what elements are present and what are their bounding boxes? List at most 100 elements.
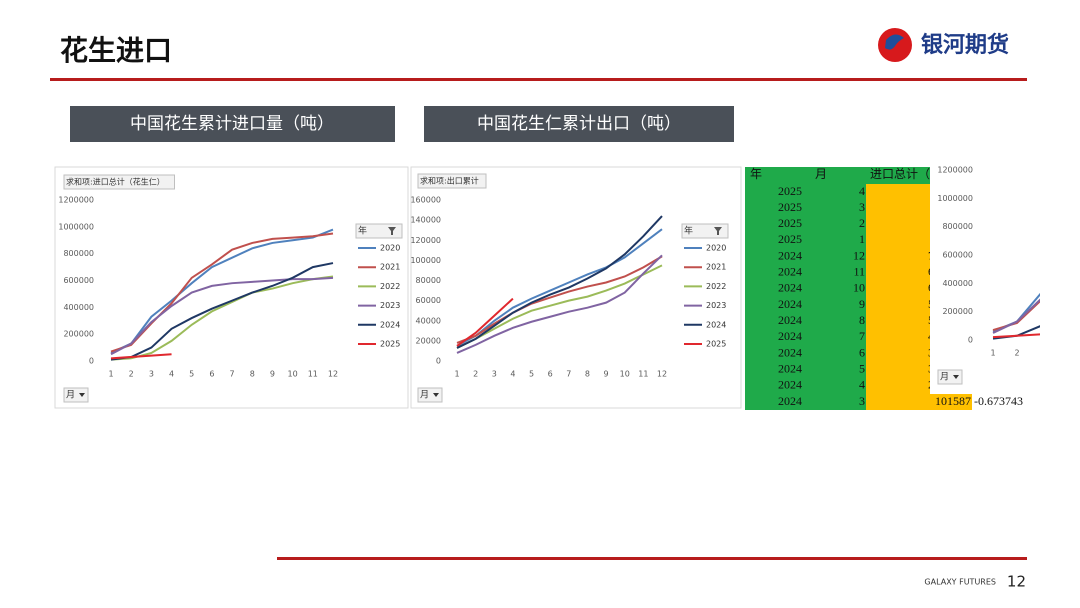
y-tick-label: 600000	[942, 251, 973, 260]
sheet-cell: 12	[853, 248, 865, 262]
legend-title: 年	[684, 225, 693, 237]
sheet-cell: 6	[928, 281, 934, 295]
field-label: 求和项:出口累计	[420, 176, 479, 186]
filter-button-label: 月	[940, 372, 949, 383]
x-tick-label: 12	[328, 370, 338, 379]
logo-swoosh	[885, 34, 904, 50]
panel-title: 中国花生仁累计出口（吨）	[477, 114, 681, 134]
sheet-cell: 7	[859, 329, 865, 343]
y-tick-label: 40000	[416, 316, 441, 325]
x-tick-label: 2	[1014, 349, 1019, 358]
header-rule	[50, 78, 1027, 81]
sheet-cell: 2024	[778, 345, 802, 359]
legend-label: 2020	[380, 244, 400, 253]
sheet-header: 月	[815, 167, 827, 181]
sheet-cell: 6	[859, 345, 865, 359]
x-tick-label: 1	[454, 370, 459, 379]
sheet-cell: 1	[859, 232, 865, 246]
panel-header	[70, 106, 395, 142]
y-tick-label: 60000	[416, 296, 441, 305]
series-line	[456, 254, 663, 354]
sheet-cell: 2	[928, 378, 934, 392]
legend-label: 2021	[380, 263, 400, 272]
sheet-cell: 6	[928, 265, 934, 279]
x-tick-label: 3	[492, 370, 497, 379]
x-tick-label: 11	[638, 370, 648, 379]
sheet-cell: 2024	[778, 248, 802, 262]
series-line	[456, 255, 663, 344]
x-tick-label: 4	[510, 370, 515, 379]
filter-button-label: 月	[66, 390, 75, 401]
x-tick-label: 5	[529, 370, 534, 379]
x-tick-label: 1	[108, 370, 113, 379]
sheet-cell: -0.673743	[974, 394, 1023, 408]
y-tick-label: 100000	[410, 256, 441, 265]
sheet-cell: 5	[928, 313, 934, 327]
dropdown-arrow	[79, 393, 85, 397]
sheet-cell: 2024	[778, 297, 802, 311]
y-tick-label: 600000	[63, 276, 94, 285]
series-line	[992, 298, 1040, 334]
x-tick-label: 8	[585, 370, 590, 379]
y-tick-label: 1200000	[58, 196, 94, 205]
sheet-cell: 5	[859, 361, 865, 375]
y-tick-label: 200000	[942, 307, 973, 316]
x-tick-label: 8	[250, 370, 255, 379]
field-label-bg	[63, 174, 175, 190]
x-tick-label: 10	[620, 370, 630, 379]
sheet-cell: 2024	[778, 361, 802, 375]
legend-label: 2022	[706, 282, 726, 291]
y-tick-label: 160000	[410, 196, 441, 205]
filter-button	[63, 387, 89, 403]
legend-label: 2020	[706, 244, 726, 253]
legend-label: 2023	[380, 301, 400, 310]
sheet-cell: 8	[859, 313, 865, 327]
x-tick-label: 10	[288, 370, 298, 379]
filter-button	[417, 387, 443, 403]
legend-title: 年	[358, 225, 367, 237]
sheet-cell: 2025	[778, 232, 802, 246]
x-tick-label: 1	[990, 349, 995, 358]
sheet-cell: 2024	[778, 313, 802, 327]
field-label: 求和项:进口总计（花生仁）	[66, 177, 165, 187]
sheet-cell: 2	[859, 216, 865, 230]
x-tick-label: 9	[270, 370, 275, 379]
value-column	[866, 184, 930, 410]
series-line	[110, 276, 334, 356]
sheet-cell: 3	[928, 345, 934, 359]
sheet-cell: 5	[928, 297, 934, 311]
sheet-cell: 2025	[778, 200, 802, 214]
sheet-header: 年	[750, 167, 762, 181]
chart-frame	[410, 166, 742, 409]
sheet-cell: 3	[928, 361, 934, 375]
y-tick-label: 1200000	[937, 166, 973, 175]
sheet-cell: 11	[853, 265, 865, 279]
sheet-cell: 4	[859, 184, 865, 198]
panel-header	[424, 106, 734, 142]
sheet-cell: 4	[859, 378, 865, 392]
y-tick-label: 80000	[416, 276, 441, 285]
x-tick-label: 4	[169, 370, 174, 379]
value-cell	[930, 394, 972, 410]
legend-label: 2024	[706, 320, 726, 329]
chart: 0 200000 400000 600000 800000 1000000 1200000 1…	[58, 174, 403, 403]
filter-icon	[388, 227, 396, 235]
page-number: 12	[1007, 573, 1026, 591]
sheet-cell: 7	[928, 248, 934, 262]
series-line	[992, 299, 1040, 332]
series-line	[110, 275, 334, 361]
panel-title: 中国花生累计进口量（吨）	[130, 114, 334, 134]
x-tick-label: 3	[149, 370, 154, 379]
sheet-cell: 2025	[778, 216, 802, 230]
chart: 0 20000 40000 60000 80000 100000 120000 140000 1…	[410, 173, 729, 403]
y-tick-label: 0	[89, 357, 94, 366]
logo-text: 银河期货	[921, 32, 1009, 58]
series-line	[456, 228, 663, 347]
series-line	[456, 264, 663, 349]
slide-title: 花生进口	[60, 34, 172, 67]
series-line	[110, 353, 172, 360]
series-line	[456, 215, 663, 349]
dropdown-arrow	[953, 375, 959, 379]
series-line	[110, 228, 334, 354]
